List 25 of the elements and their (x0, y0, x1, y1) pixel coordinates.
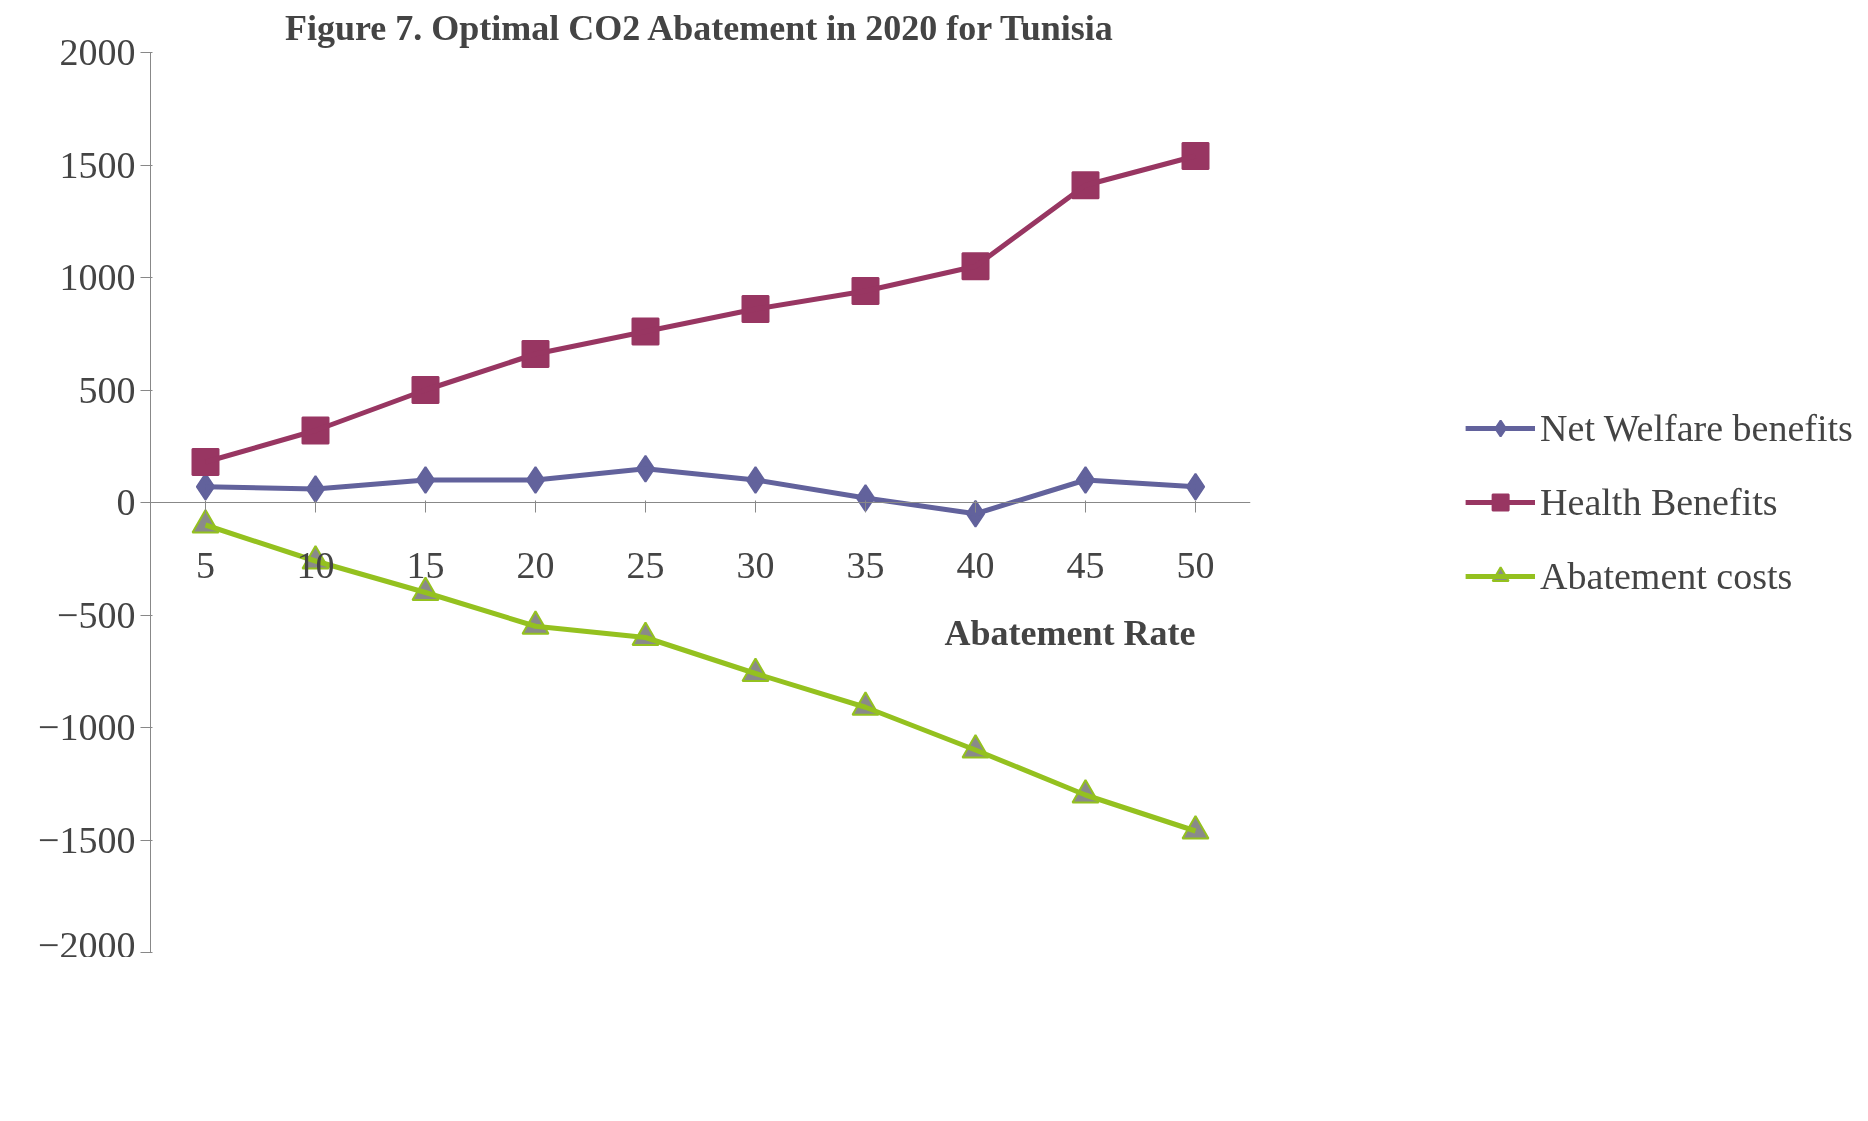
legend-label: Health Benefits (1540, 480, 1778, 524)
y-tick-label: −500 (57, 593, 136, 636)
point (191, 448, 220, 476)
x-tick-label: 25 (626, 543, 665, 586)
x-tick-label: 40 (956, 543, 995, 586)
x-tick-label: 15 (406, 543, 445, 586)
x-tick-label: 35 (846, 543, 885, 586)
y-tick-label: −1000 (38, 706, 136, 748)
y-tick-label: −1500 (38, 818, 136, 861)
point (1181, 142, 1210, 170)
y-tick-label: 0 (116, 481, 136, 523)
y-tick-label: 1500 (59, 143, 136, 186)
y-tick-label: 1000 (59, 256, 136, 298)
y-tick-label: 500 (78, 368, 136, 411)
x-tick-label: 50 (1176, 543, 1215, 586)
x-tick-label: 20 (516, 543, 555, 586)
x-tick-label: 10 (296, 543, 335, 586)
legend-label: Abatement costs (1540, 554, 1793, 598)
legend-label: Net Welfare benefits (1540, 406, 1853, 450)
x-axis-title: Abatement Rate (944, 612, 1196, 653)
x-tick-label: 5 (196, 543, 215, 586)
chart-title: Figure 7. Optimal CO2 Abatement in 2020 for Tunisia (284, 7, 1113, 48)
x-tick-label: 30 (736, 543, 775, 586)
y-tick-label: 2000 (59, 31, 136, 73)
x-tick-label: 45 (1066, 543, 1105, 586)
